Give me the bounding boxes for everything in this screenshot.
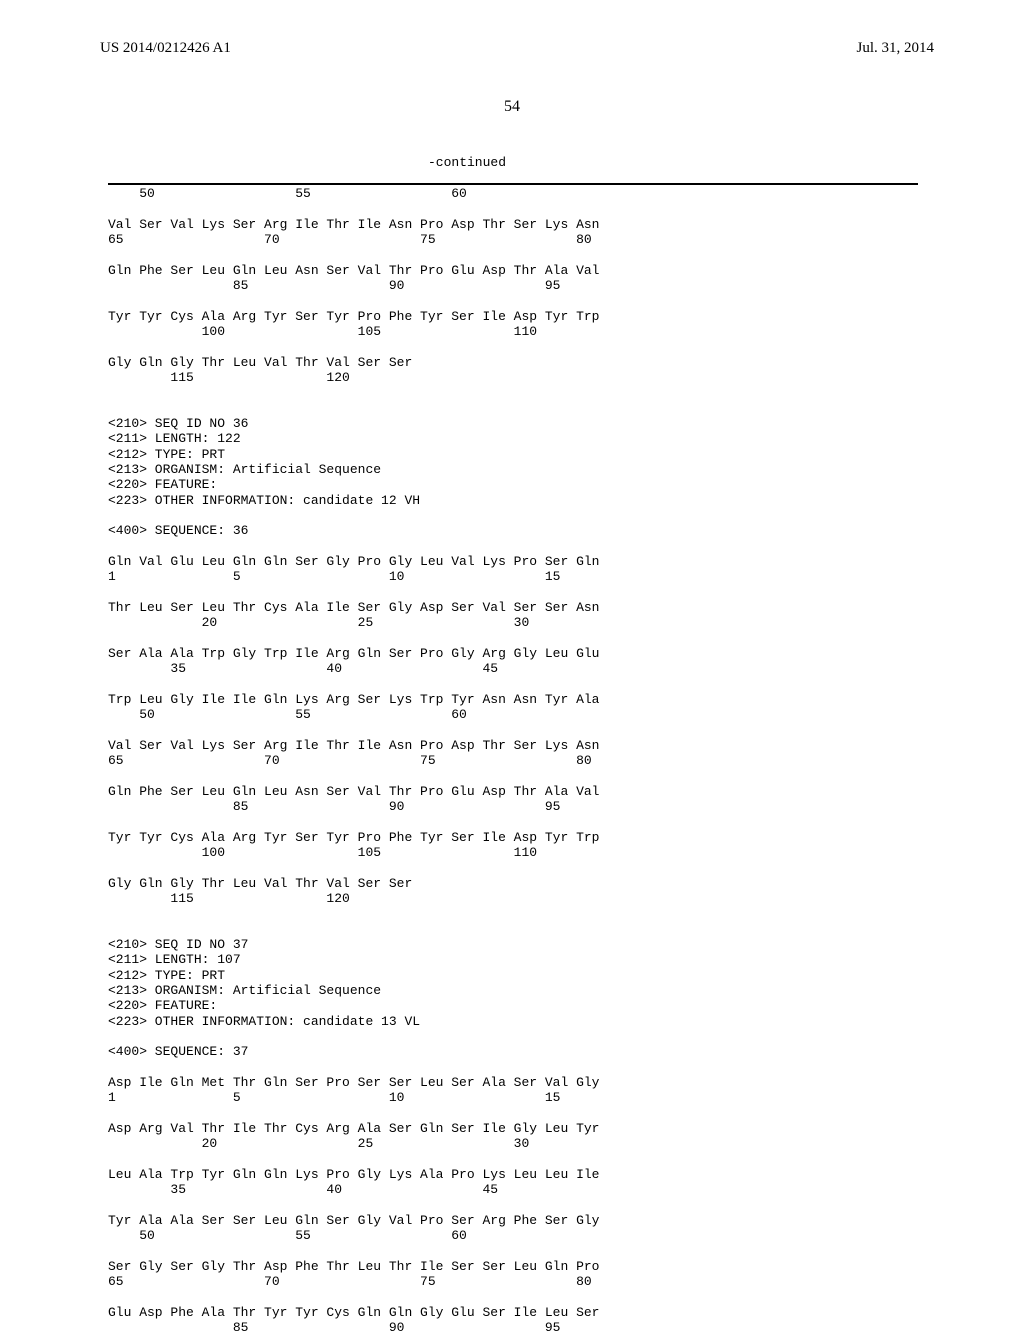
continued-label: -continued: [0, 155, 1024, 170]
page-number: 54: [0, 98, 1024, 116]
publication-number: US 2014/0212426 A1: [100, 40, 231, 57]
divider: [108, 183, 918, 185]
sequence-listing: 50 55 60 Val Ser Val Lys Ser Arg Ile Thr…: [108, 186, 599, 1336]
page-header: US 2014/0212426 A1 Jul. 31, 2014: [0, 40, 1024, 57]
publication-date: Jul. 31, 2014: [856, 40, 934, 57]
